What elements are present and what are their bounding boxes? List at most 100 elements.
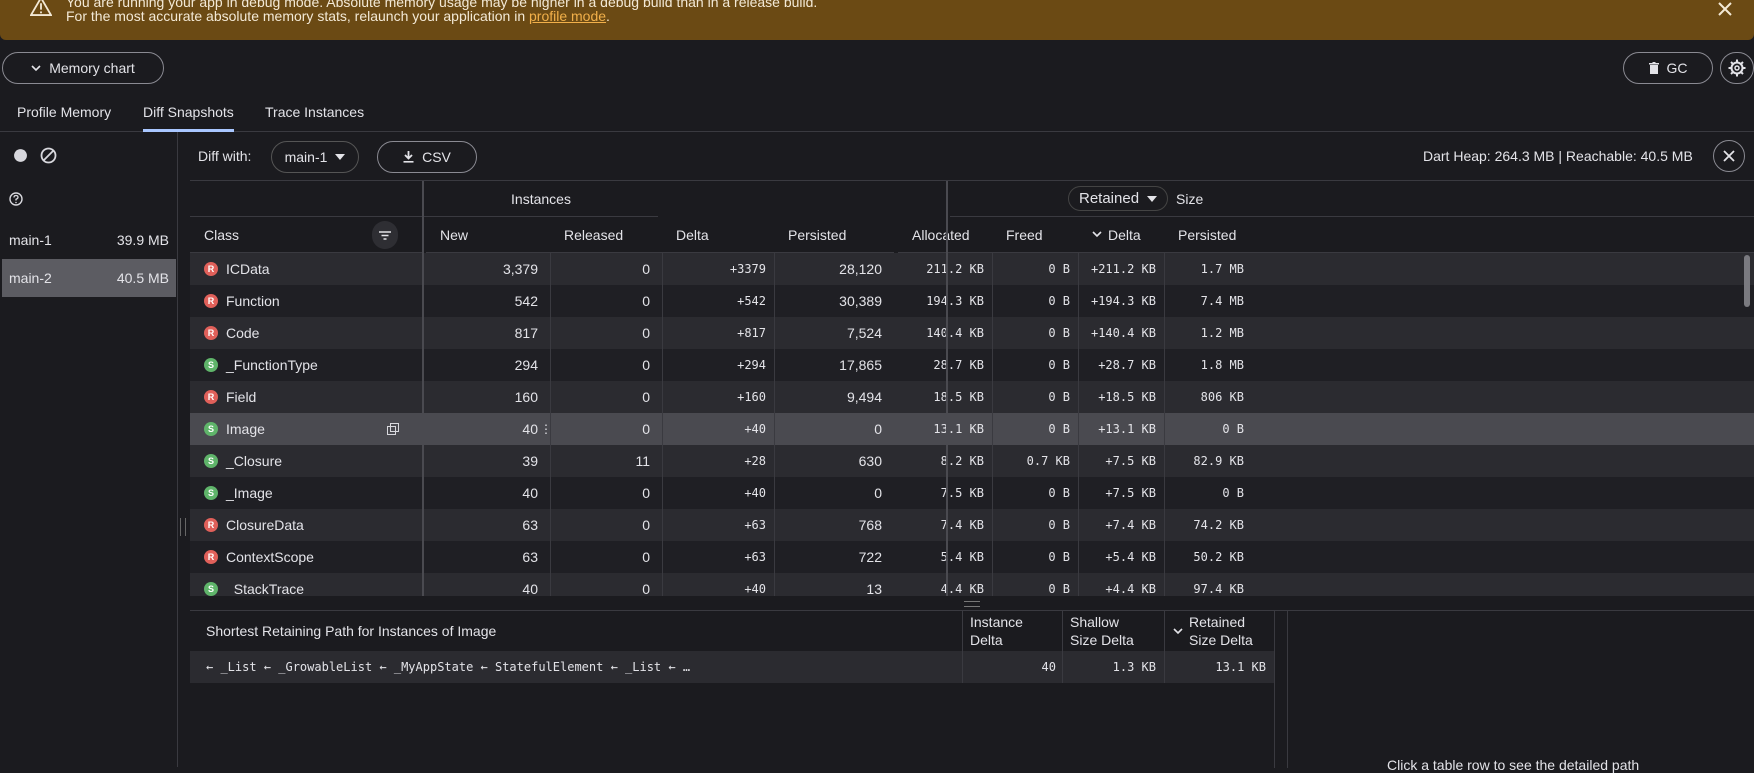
- retained-delta-value: 13.1 KB: [1215, 660, 1266, 674]
- sdelta-cell: +28.7 KB: [1098, 358, 1156, 372]
- diff-table: Instances Retained Size Class New Releas…: [190, 180, 1754, 596]
- table-row[interactable]: R ContextScope 63 0 +63 722 5.4 KB 0 B +5.4 KB 50…: [190, 541, 1754, 573]
- clear-all-icon[interactable]: [40, 147, 57, 164]
- col-shallow-size-delta[interactable]: Shallow Size Delta: [1070, 611, 1162, 651]
- cell-divider: [662, 253, 663, 285]
- persisted-cell: 0: [874, 421, 882, 437]
- more-options-icon[interactable]: ⋮: [540, 422, 552, 436]
- col-size-delta[interactable]: Delta: [1078, 217, 1164, 253]
- table-row[interactable]: R ClosureData 63 0 +63 768 7.4 KB 0 B +7.4 KB 74.…: [190, 509, 1754, 541]
- col-retained-size-delta[interactable]: Retained Size Delta: [1173, 611, 1273, 651]
- tab-profile-memory[interactable]: Profile Memory: [17, 104, 112, 120]
- runtime-class-badge-icon: R: [204, 390, 218, 404]
- table-row[interactable]: R Code 817 0 +817 7,524 140.4 KB 0 B +140.4 KB 1.…: [190, 317, 1754, 349]
- cell-divider: [774, 413, 775, 445]
- col-freed-label: Freed: [1006, 226, 1043, 243]
- filter-icon: [379, 230, 391, 240]
- cell-divider: [1164, 253, 1165, 285]
- new-cell: 40: [522, 581, 538, 596]
- class-filter-button[interactable]: [372, 221, 398, 249]
- cell-divider: [992, 381, 993, 413]
- table-row[interactable]: R ICData 3,379 0 +3379 28,120 211.2 KB 0 B +211.…: [190, 253, 1754, 285]
- cell-divider: [774, 477, 775, 509]
- size-group-header: Retained Size: [950, 181, 1754, 217]
- col-retained-line2: Size Delta: [1189, 632, 1253, 648]
- close-diff-button[interactable]: [1713, 140, 1745, 172]
- persisted-cell: 17,865: [839, 357, 882, 373]
- col-size-persisted[interactable]: Persisted: [1164, 217, 1754, 253]
- col-allocated-label: Allocated: [912, 226, 970, 243]
- persisted-cell: 28,120: [839, 261, 882, 277]
- gc-button[interactable]: GC: [1623, 52, 1713, 84]
- profile-mode-link[interactable]: profile mode: [529, 8, 607, 24]
- cell-divider: [662, 317, 663, 349]
- class-cell: S _Image: [204, 477, 273, 509]
- table-row[interactable]: R Field 160 0 +160 9,494 18.5 KB 0 B +18.5 KB 806…: [190, 381, 1754, 413]
- persisted-cell: 0: [874, 485, 882, 501]
- tab-trace-instances[interactable]: Trace Instances: [265, 104, 365, 120]
- class-cell: R ContextScope: [204, 541, 314, 573]
- table-scrollbar[interactable]: [1744, 255, 1750, 307]
- table-row[interactable]: S Image ⋮ 40 0 +40 0 13.1 KB 0 B +13.1 KB 0 B: [190, 413, 1754, 445]
- col-allocated[interactable]: Allocated: [898, 217, 992, 253]
- snapshot-item[interactable]: main-1 39.9 MB: [2, 221, 176, 259]
- close-banner-icon[interactable]: [1716, 0, 1734, 18]
- table-row[interactable]: S _Closure 39 11 +28 630 8.2 KB 0.7 KB +7.5 KB 82…: [190, 445, 1754, 477]
- cell-divider: [992, 573, 993, 596]
- released-cell: 0: [642, 293, 650, 309]
- vertical-splitter-handle[interactable]: [180, 518, 186, 536]
- horizontal-splitter-handle[interactable]: [964, 601, 980, 607]
- freed-cell: 0 B: [1048, 358, 1070, 372]
- cell-divider: [1164, 349, 1165, 381]
- col-class[interactable]: Class: [190, 217, 424, 253]
- retaining-path-row[interactable]: ← _List ← _GrowableList ← _MyAppState ← …: [190, 651, 1274, 683]
- snapshot-size: 40.5 MB: [116, 270, 169, 286]
- csv-download-button[interactable]: CSV: [377, 141, 477, 173]
- diff-with-dropdown[interactable]: main-1: [271, 141, 359, 173]
- sdk-class-badge-icon: S: [204, 454, 218, 468]
- spersisted-cell: 50.2 KB: [1193, 550, 1244, 564]
- col-shallow-line2: Size Delta: [1070, 632, 1134, 648]
- class-group-spacer: [190, 181, 424, 217]
- chevron-down-icon: [31, 65, 41, 72]
- table-row[interactable]: S _Image 40 0 +40 0 7.5 KB 0 B +7.5 KB 0 B: [190, 477, 1754, 509]
- snapshot-name: main-2: [9, 270, 52, 286]
- table-row[interactable]: S _FunctionType 294 0 +294 17,865 28.7 KB 0 B +2…: [190, 349, 1754, 381]
- settings-button[interactable]: [1720, 52, 1754, 84]
- tab-diff-snapshots[interactable]: Diff Snapshots: [143, 104, 234, 132]
- new-cell: 294: [514, 357, 538, 373]
- take-snapshot-icon[interactable]: [13, 148, 28, 163]
- col-new[interactable]: New: [426, 217, 550, 253]
- help-icon[interactable]: [9, 192, 23, 206]
- cell-divider: [662, 573, 663, 596]
- cell-divider: [1078, 477, 1079, 509]
- spersisted-cell: 1.8 MB: [1200, 358, 1244, 372]
- cell-divider: [992, 349, 993, 381]
- cell-divider: [1164, 381, 1165, 413]
- col-freed[interactable]: Freed: [992, 217, 1078, 253]
- cell-divider: [992, 285, 993, 317]
- diff-toolbar: Diff with: main-1 CSV Dart Heap: 264.3 M…: [190, 132, 1754, 180]
- released-cell: 0: [642, 357, 650, 373]
- col-persisted[interactable]: Persisted: [774, 217, 894, 253]
- instances-group-header: Instances: [424, 181, 658, 217]
- size-type-dropdown[interactable]: Retained: [1068, 186, 1169, 211]
- col-instance-delta[interactable]: Instance Delta: [970, 611, 1062, 651]
- table-row[interactable]: S _StackTrace 40 0 +40 13 4.4 KB 0 B +4.4 KB 97.4…: [190, 573, 1754, 596]
- detail-path-hint: Click a table row to see the detailed pa…: [1387, 757, 1640, 773]
- new-cell: 3,379: [502, 261, 538, 277]
- size-type-value: Retained: [1079, 190, 1140, 207]
- col-delta[interactable]: Delta: [662, 217, 774, 253]
- persisted-cell: 768: [858, 517, 882, 533]
- col-released[interactable]: Released: [550, 217, 662, 253]
- col-released-label: Released: [564, 226, 624, 243]
- sdelta-cell: +7.5 KB: [1105, 486, 1156, 500]
- spersisted-cell: 1.7 MB: [1200, 262, 1244, 276]
- spersisted-cell: 1.2 MB: [1200, 326, 1244, 340]
- persisted-cell: 722: [858, 549, 882, 565]
- memory-chart-toggle-button[interactable]: Memory chart: [2, 52, 164, 84]
- snapshot-item-selected[interactable]: main-2 40.5 MB: [2, 259, 176, 297]
- cell-divider: [992, 413, 993, 445]
- copy-icon[interactable]: [387, 423, 399, 435]
- table-row[interactable]: R Function 542 0 +542 30,389 194.3 KB 0 B +194.3…: [190, 285, 1754, 317]
